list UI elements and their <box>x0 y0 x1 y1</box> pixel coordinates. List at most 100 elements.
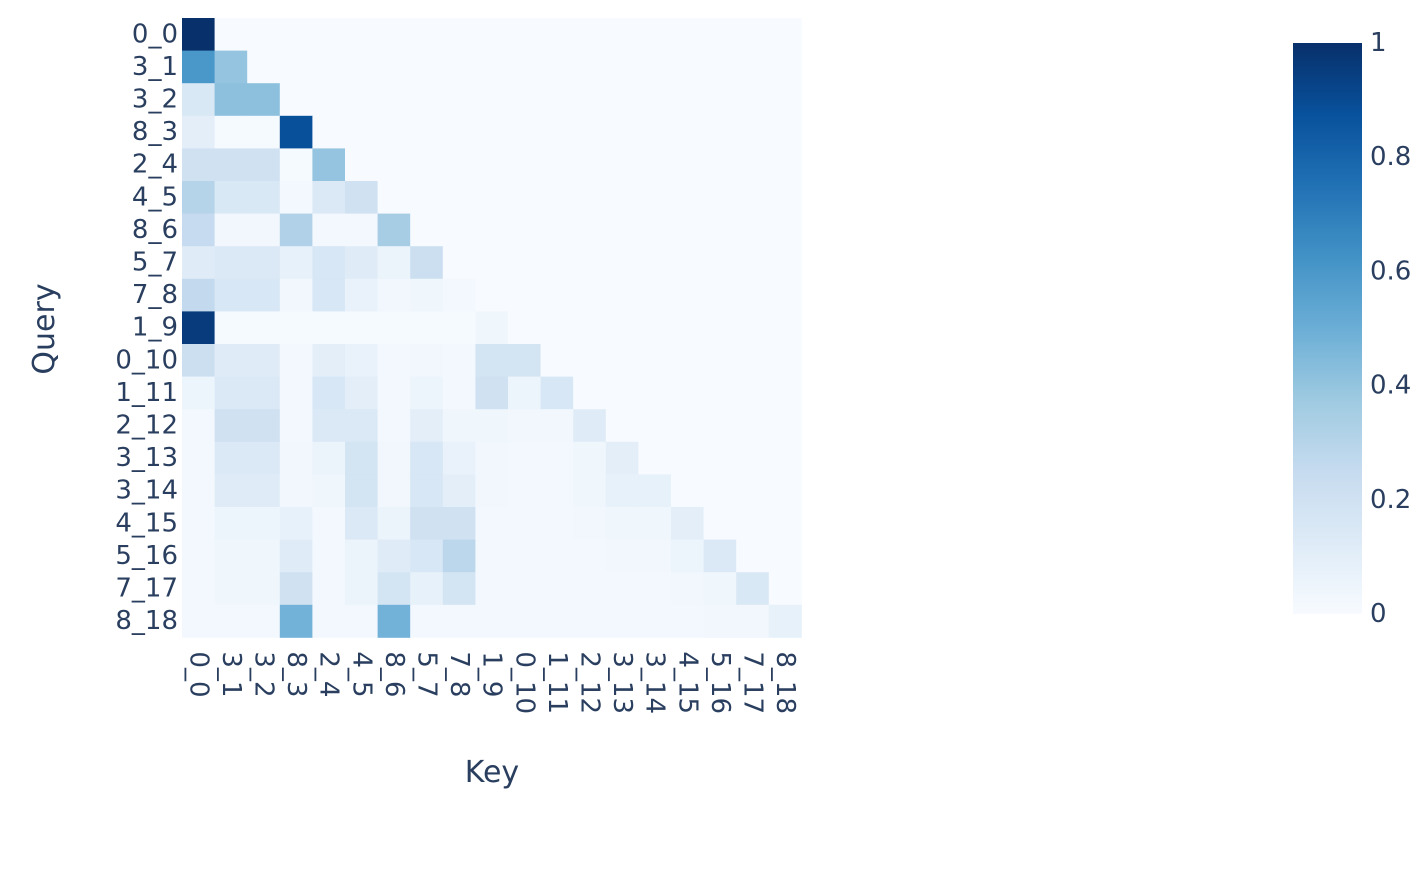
heatmap-cell[interactable] <box>508 115 541 149</box>
heatmap-cell[interactable] <box>703 50 737 84</box>
heatmap-cell[interactable] <box>573 572 607 606</box>
heatmap-cell[interactable] <box>508 539 541 573</box>
heatmap-cell[interactable] <box>475 213 509 247</box>
heatmap-cell[interactable] <box>703 441 737 475</box>
heatmap-cell[interactable] <box>768 604 802 638</box>
heatmap-cell[interactable] <box>736 181 770 214</box>
heatmap-cell[interactable] <box>671 115 704 149</box>
heatmap-cell[interactable] <box>182 344 215 377</box>
heatmap-cell[interactable] <box>768 83 802 117</box>
heatmap-cell[interactable] <box>247 278 281 312</box>
heatmap-cell[interactable] <box>638 278 672 312</box>
heatmap-cell[interactable] <box>247 344 281 377</box>
heatmap-cell[interactable] <box>312 409 346 443</box>
heatmap-cell[interactable] <box>703 311 737 345</box>
heatmap-cell[interactable] <box>736 83 770 117</box>
heatmap-cell[interactable] <box>345 572 378 606</box>
heatmap-cell[interactable] <box>508 344 541 377</box>
heatmap-cell[interactable] <box>377 344 411 377</box>
heatmap-cell[interactable] <box>573 83 607 117</box>
heatmap-cell[interactable] <box>605 213 639 247</box>
heatmap-cell[interactable] <box>638 441 672 475</box>
heatmap-cell[interactable] <box>638 604 672 638</box>
heatmap-cell[interactable] <box>182 246 215 280</box>
heatmap-cell[interactable] <box>442 604 476 638</box>
heatmap-cell[interactable] <box>736 278 770 312</box>
heatmap-cell[interactable] <box>345 83 378 117</box>
heatmap-cell[interactable] <box>247 409 281 443</box>
heatmap-cell[interactable] <box>182 441 215 475</box>
heatmap-cell[interactable] <box>768 148 802 182</box>
heatmap-cell[interactable] <box>279 18 313 51</box>
heatmap-cell[interactable] <box>605 311 639 345</box>
heatmap-cell[interactable] <box>279 115 313 149</box>
heatmap-cell[interactable] <box>312 246 346 280</box>
heatmap-cell[interactable] <box>671 572 704 606</box>
heatmap-cell[interactable] <box>410 278 444 312</box>
heatmap-cell[interactable] <box>703 376 737 410</box>
heatmap-cell[interactable] <box>312 474 346 508</box>
heatmap-cell[interactable] <box>410 572 444 606</box>
heatmap-cell[interactable] <box>540 83 574 117</box>
heatmap-cell[interactable] <box>312 50 346 84</box>
heatmap-cell[interactable] <box>410 604 444 638</box>
heatmap-cell[interactable] <box>442 409 476 443</box>
heatmap-cell[interactable] <box>442 344 476 377</box>
heatmap-cell[interactable] <box>703 278 737 312</box>
heatmap-cell[interactable] <box>475 441 509 475</box>
heatmap-cell[interactable] <box>247 148 281 182</box>
heatmap-cell[interactable] <box>377 50 411 84</box>
heatmap-cell[interactable] <box>703 213 737 247</box>
heatmap-cell[interactable] <box>671 148 704 182</box>
heatmap-cell[interactable] <box>736 344 770 377</box>
heatmap-cell[interactable] <box>671 311 704 345</box>
heatmap-cell[interactable] <box>508 50 541 84</box>
heatmap-cell[interactable] <box>703 181 737 214</box>
heatmap-cell[interactable] <box>442 278 476 312</box>
heatmap-cell[interactable] <box>442 115 476 149</box>
heatmap-cell[interactable] <box>475 311 509 345</box>
heatmap-cell[interactable] <box>410 50 444 84</box>
heatmap-cell[interactable] <box>442 213 476 247</box>
heatmap-cell[interactable] <box>345 344 378 377</box>
heatmap-cell[interactable] <box>214 278 248 312</box>
heatmap-cell[interactable] <box>247 83 281 117</box>
heatmap-cell[interactable] <box>703 572 737 606</box>
heatmap-cell[interactable] <box>573 441 607 475</box>
heatmap-cell[interactable] <box>508 148 541 182</box>
heatmap-cell[interactable] <box>345 246 378 280</box>
heatmap-cell[interactable] <box>573 507 607 540</box>
heatmap-cell[interactable] <box>540 376 574 410</box>
heatmap-cell[interactable] <box>182 604 215 638</box>
heatmap-cell[interactable] <box>345 115 378 149</box>
heatmap-cell[interactable] <box>671 376 704 410</box>
heatmap-cell[interactable] <box>671 246 704 280</box>
heatmap-cell[interactable] <box>703 18 737 51</box>
heatmap-cell[interactable] <box>475 83 509 117</box>
heatmap-cell[interactable] <box>345 604 378 638</box>
heatmap-cell[interactable] <box>540 539 574 573</box>
heatmap-cell[interactable] <box>377 409 411 443</box>
heatmap-cell[interactable] <box>410 83 444 117</box>
heatmap-cell[interactable] <box>410 18 444 51</box>
heatmap-cell[interactable] <box>475 507 509 540</box>
heatmap-cell[interactable] <box>214 344 248 377</box>
heatmap-cell[interactable] <box>736 409 770 443</box>
heatmap-cell[interactable] <box>410 376 444 410</box>
heatmap-cell[interactable] <box>442 50 476 84</box>
heatmap-cell[interactable] <box>540 148 574 182</box>
heatmap-cell[interactable] <box>279 50 313 84</box>
heatmap-cell[interactable] <box>345 441 378 475</box>
heatmap-cell[interactable] <box>247 507 281 540</box>
heatmap-cell[interactable] <box>345 507 378 540</box>
heatmap-cell[interactable] <box>573 474 607 508</box>
heatmap-cell[interactable] <box>540 246 574 280</box>
heatmap-cell[interactable] <box>508 572 541 606</box>
heatmap-cell[interactable] <box>638 148 672 182</box>
heatmap-cell[interactable] <box>768 474 802 508</box>
heatmap-cell[interactable] <box>638 474 672 508</box>
heatmap-cell[interactable] <box>247 50 281 84</box>
heatmap-cell[interactable] <box>182 50 215 84</box>
heatmap-cell[interactable] <box>508 181 541 214</box>
heatmap-cell[interactable] <box>703 115 737 149</box>
